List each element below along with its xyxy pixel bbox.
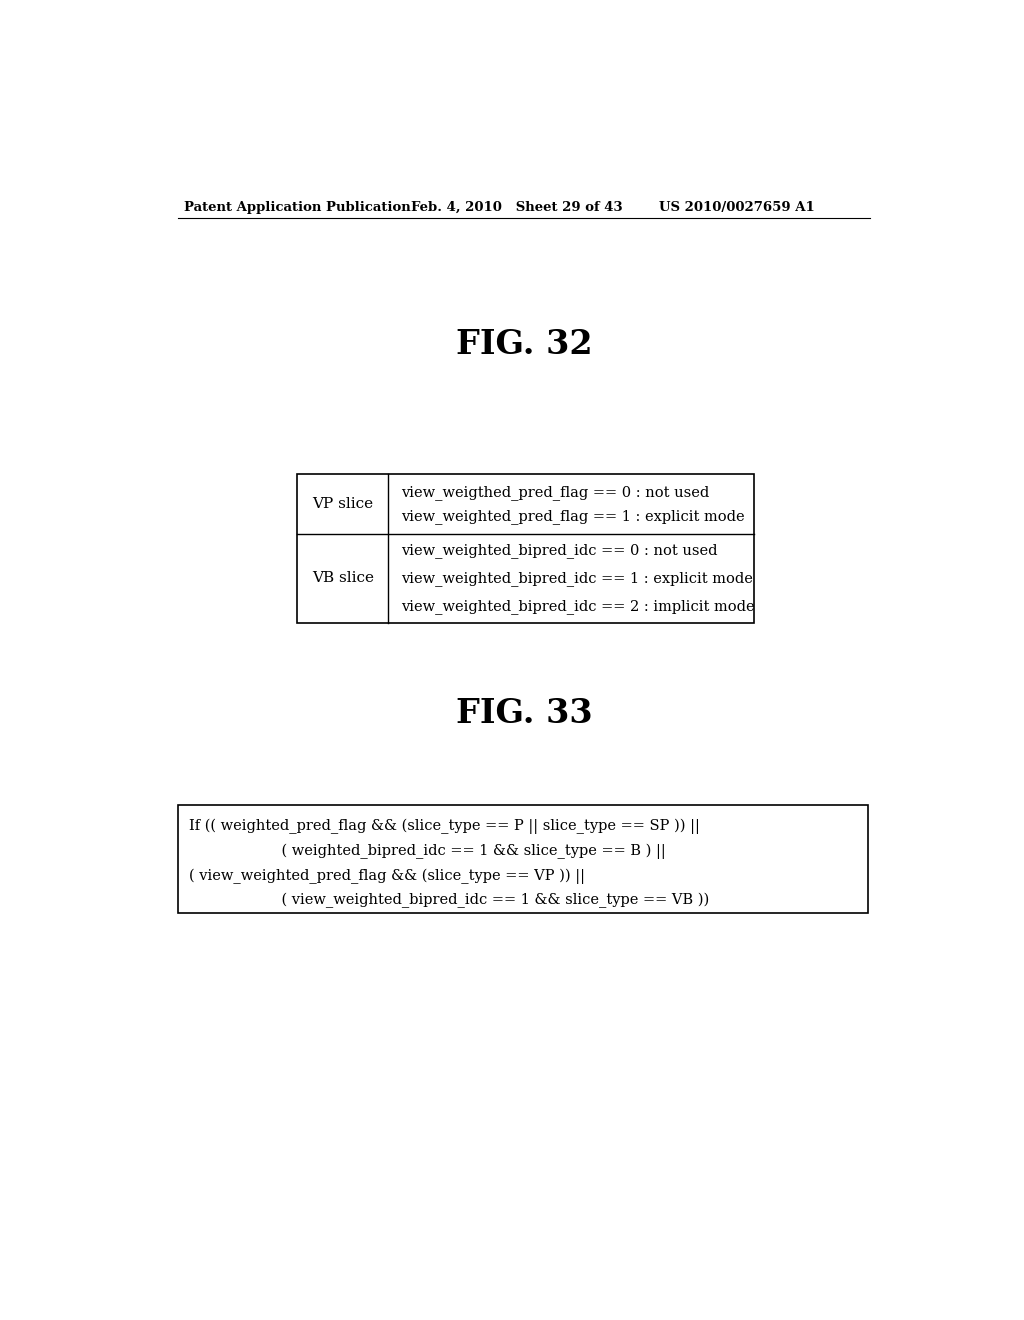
Text: view_weighted_bipred_idc == 2 : implicit mode: view_weighted_bipred_idc == 2 : implicit… — [400, 599, 755, 614]
Bar — [178, 805, 868, 913]
Text: US 2010/0027659 A1: US 2010/0027659 A1 — [658, 201, 815, 214]
Text: view_weighted_bipred_idc == 0 : not used: view_weighted_bipred_idc == 0 : not used — [400, 543, 717, 557]
Text: Feb. 4, 2010   Sheet 29 of 43: Feb. 4, 2010 Sheet 29 of 43 — [411, 201, 623, 214]
Text: FIG. 32: FIG. 32 — [457, 327, 593, 360]
Text: VB slice: VB slice — [311, 572, 374, 586]
Text: VP slice: VP slice — [312, 498, 373, 511]
Text: ( view_weighted_pred_flag && (slice_type == VP )) ||: ( view_weighted_pred_flag && (slice_type… — [189, 869, 586, 883]
Text: view_weighted_bipred_idc == 1 : explicit mode: view_weighted_bipred_idc == 1 : explicit… — [400, 572, 753, 586]
Text: view_weighted_pred_flag == 1 : explicit mode: view_weighted_pred_flag == 1 : explicit … — [400, 508, 744, 524]
Text: ( weighted_bipred_idc == 1 && slice_type == B ) ||: ( weighted_bipred_idc == 1 && slice_type… — [189, 843, 666, 859]
Text: Patent Application Publication: Patent Application Publication — [183, 201, 411, 214]
Text: view_weigthed_pred_flag == 0 : not used: view_weigthed_pred_flag == 0 : not used — [400, 484, 709, 499]
Text: ( view_weighted_bipred_idc == 1 && slice_type == VB )): ( view_weighted_bipred_idc == 1 && slice… — [189, 892, 710, 908]
Bar — [297, 474, 755, 623]
Text: FIG. 33: FIG. 33 — [457, 697, 593, 730]
Text: If (( weighted_pred_flag && (slice_type == P || slice_type == SP )) ||: If (( weighted_pred_flag && (slice_type … — [189, 818, 700, 834]
